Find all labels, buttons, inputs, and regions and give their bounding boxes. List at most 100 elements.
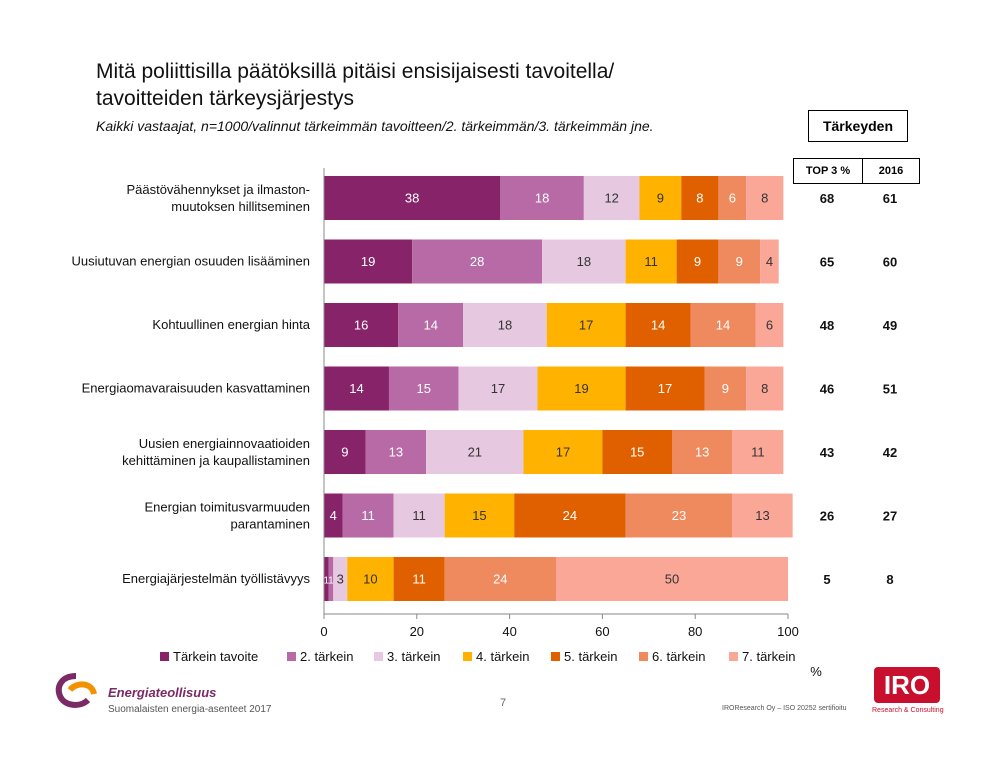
title-line-2: tavoitteiden tärkeysjärjestys	[96, 87, 354, 110]
bar-segment	[672, 430, 733, 474]
legend-swatch	[463, 652, 472, 661]
legend-label: 7. tärkein	[742, 649, 795, 664]
data-label: 9	[736, 254, 743, 269]
bar-segment	[324, 303, 399, 347]
data-label: 6	[729, 191, 736, 206]
iro-logo: IRO	[874, 667, 940, 703]
certification-text: IROResearch Oy – ISO 20252 sertifioitu	[722, 705, 847, 712]
data-label: 6	[766, 318, 773, 333]
data-label: 15	[472, 508, 486, 523]
x-tick-label: 80	[688, 624, 702, 639]
data-label: 8	[761, 381, 768, 396]
category-label: Kohtuullinen energian hinta	[152, 317, 310, 332]
category-label: Energiaomavaraisuuden kasvattaminen	[82, 381, 310, 396]
data-label: 4	[766, 254, 773, 269]
bar-segment	[625, 493, 733, 538]
bar-segment	[324, 557, 329, 601]
data-label: 8	[761, 191, 768, 206]
category-label: Päästövähennykset ja ilmaston-muutoksen …	[126, 182, 310, 214]
bar-segment	[681, 176, 719, 220]
value-2016: 49	[883, 318, 897, 333]
bar-segment	[412, 239, 543, 284]
bar-segment	[500, 176, 584, 220]
data-label: 10	[363, 572, 377, 587]
top3-value: 46	[820, 382, 834, 397]
value-2016: 60	[883, 255, 897, 270]
data-label: 28	[470, 254, 484, 269]
bar-segment	[718, 239, 761, 284]
legend-label: Tärkein tavoite	[173, 649, 258, 664]
bar-segment	[639, 176, 682, 220]
data-label: 11	[412, 508, 426, 523]
data-label: 17	[579, 318, 593, 333]
tarkeyden-box: Tärkeyden	[808, 110, 908, 142]
page-title: Mitä poliittisilla päätöksillä pitäisi e…	[96, 58, 614, 112]
bar-segment	[583, 176, 640, 220]
data-label: 11	[412, 572, 426, 587]
data-label: 17	[491, 381, 505, 396]
x-tick-label: 60	[595, 624, 609, 639]
bar-segment	[718, 176, 747, 220]
data-label: 3	[337, 572, 344, 587]
bar-segment	[760, 239, 779, 284]
legend-label: 3. tärkein	[387, 649, 440, 664]
data-label: 11	[751, 445, 765, 460]
bar-segment	[732, 493, 793, 538]
data-label: 17	[556, 445, 570, 460]
data-label: 18	[535, 191, 549, 206]
x-tick-label: 20	[410, 624, 424, 639]
data-label: 9	[657, 191, 664, 206]
data-label: 13	[695, 445, 709, 460]
bar-segment	[755, 303, 784, 347]
value-2016: 27	[883, 509, 897, 524]
x-tick-label: 0	[320, 624, 327, 639]
data-label: 24	[493, 572, 507, 587]
bar-segment	[463, 303, 547, 347]
top3-value: 65	[820, 255, 834, 270]
data-label: 19	[574, 381, 588, 396]
data-label: 13	[755, 508, 769, 523]
legend-label: 5. tärkein	[564, 649, 617, 664]
category-label: Uusien energiainnovaatioiden kehittäminen…	[122, 436, 310, 468]
brand-name: Energiateollisuus	[108, 685, 217, 700]
legend-swatch	[639, 652, 648, 661]
bar-segment	[426, 430, 524, 474]
data-label: 21	[468, 445, 482, 460]
value-2016: 51	[883, 382, 897, 397]
energiateollisuus-logo-icon	[55, 673, 97, 708]
bar-segment	[514, 493, 626, 538]
bar-segment	[393, 493, 445, 538]
data-label: 50	[665, 572, 679, 587]
bar-segment	[324, 430, 366, 474]
title-line-1: Mitä poliittisilla päätöksillä pitäisi e…	[96, 60, 615, 83]
data-label: 11	[644, 254, 658, 269]
data-label: 1	[324, 576, 330, 587]
value-2016: 61	[883, 191, 897, 206]
bar-segment	[388, 366, 459, 411]
value-2016: 42	[883, 445, 897, 460]
bar-segment	[328, 557, 334, 601]
bar-segment	[625, 239, 677, 284]
bar-segment	[732, 430, 784, 474]
bar-segment	[542, 239, 626, 284]
year-2016-header: 2016	[862, 158, 920, 184]
data-label: 9	[341, 445, 348, 460]
category-label: Uusiutuvan energian osuuden lisääminen	[72, 254, 311, 269]
legend-label: 4. tärkein	[476, 649, 529, 664]
value-2016: 8	[886, 572, 893, 587]
top3-value: 48	[820, 318, 834, 333]
bar-segment	[347, 557, 394, 601]
data-label: 19	[361, 254, 375, 269]
footer-subtitle: Suomalaisten energia-asenteet 2017	[108, 704, 272, 715]
bar-segment	[324, 366, 389, 411]
data-label: 14	[716, 318, 730, 333]
data-label: 14	[423, 318, 437, 333]
data-label: 1	[328, 576, 334, 587]
data-label: 12	[604, 191, 618, 206]
bar-segment	[625, 303, 691, 347]
data-label: 23	[672, 508, 686, 523]
bar-segment	[333, 557, 348, 601]
data-label: 16	[354, 318, 368, 333]
bar-segment	[324, 239, 413, 284]
bar-segment	[444, 493, 515, 538]
